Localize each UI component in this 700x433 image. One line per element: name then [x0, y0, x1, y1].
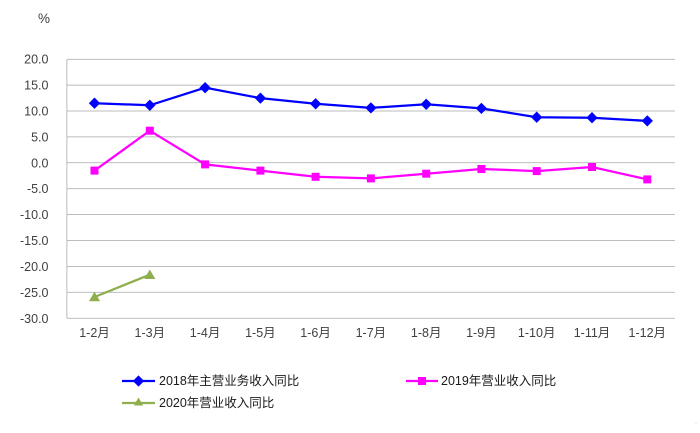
svg-text:-20.0: -20.0 [20, 260, 49, 274]
svg-text:1-8月: 1-8月 [411, 326, 442, 340]
svg-text:-30.0: -30.0 [20, 312, 49, 326]
svg-text:-15.0: -15.0 [20, 234, 49, 248]
svg-text:1-5月: 1-5月 [245, 326, 276, 340]
svg-text:1-3月: 1-3月 [135, 326, 166, 340]
svg-text:2019年营业收入同比: 2019年营业收入同比 [441, 374, 556, 388]
svg-text:1-9月: 1-9月 [466, 326, 497, 340]
svg-text:5.0: 5.0 [31, 130, 48, 144]
svg-text:1-4月: 1-4月 [190, 326, 221, 340]
svg-text:15.0: 15.0 [24, 79, 48, 93]
svg-text:10.0: 10.0 [24, 105, 48, 119]
svg-text:%: % [38, 11, 50, 26]
svg-text:1-7月: 1-7月 [356, 326, 387, 340]
svg-text:1-10月: 1-10月 [518, 326, 556, 340]
svg-text:2018年主营业务收入同比: 2018年主营业务收入同比 [159, 373, 299, 388]
svg-text:.: . [695, 416, 698, 426]
svg-text:0.0: 0.0 [31, 156, 48, 170]
svg-text:1-2月: 1-2月 [79, 326, 110, 340]
svg-text:1-11月: 1-11月 [574, 326, 611, 340]
svg-text:20.0: 20.0 [24, 53, 48, 67]
svg-text:-25.0: -25.0 [20, 286, 49, 300]
svg-text:1-12月: 1-12月 [629, 326, 667, 340]
svg-text:2020年营业收入同比: 2020年营业收入同比 [159, 396, 274, 410]
svg-text:-5.0: -5.0 [27, 182, 49, 196]
svg-text:1-6月: 1-6月 [300, 326, 331, 340]
svg-text:-10.0: -10.0 [20, 208, 49, 222]
